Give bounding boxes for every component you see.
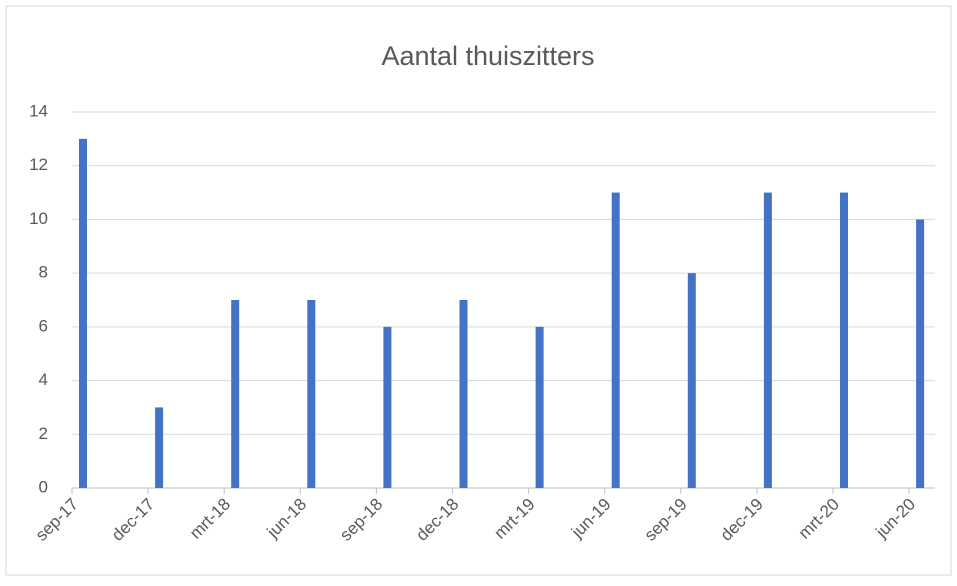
- bar: [459, 300, 468, 488]
- y-tick-label: 2: [39, 424, 48, 443]
- bar: [611, 192, 620, 489]
- bar: [383, 326, 392, 488]
- bar: [231, 300, 240, 488]
- bar: [687, 273, 696, 488]
- bar: [155, 407, 164, 488]
- y-tick-label: 0: [39, 477, 48, 496]
- y-tick-label: 6: [39, 316, 48, 335]
- bar: [763, 192, 772, 489]
- bar: [840, 192, 848, 489]
- bar: [307, 300, 316, 488]
- y-tick-label: 14: [29, 101, 48, 120]
- chart-title: Aantal thuiszitters: [381, 41, 594, 71]
- y-tick-label: 12: [29, 155, 48, 174]
- bar: [535, 326, 544, 488]
- bar: [79, 138, 87, 488]
- y-tick-label: 10: [29, 209, 48, 228]
- y-tick-label: 8: [39, 263, 48, 282]
- y-tick-label: 4: [39, 370, 48, 389]
- bar: [916, 219, 925, 488]
- chart-border: [5, 5, 952, 576]
